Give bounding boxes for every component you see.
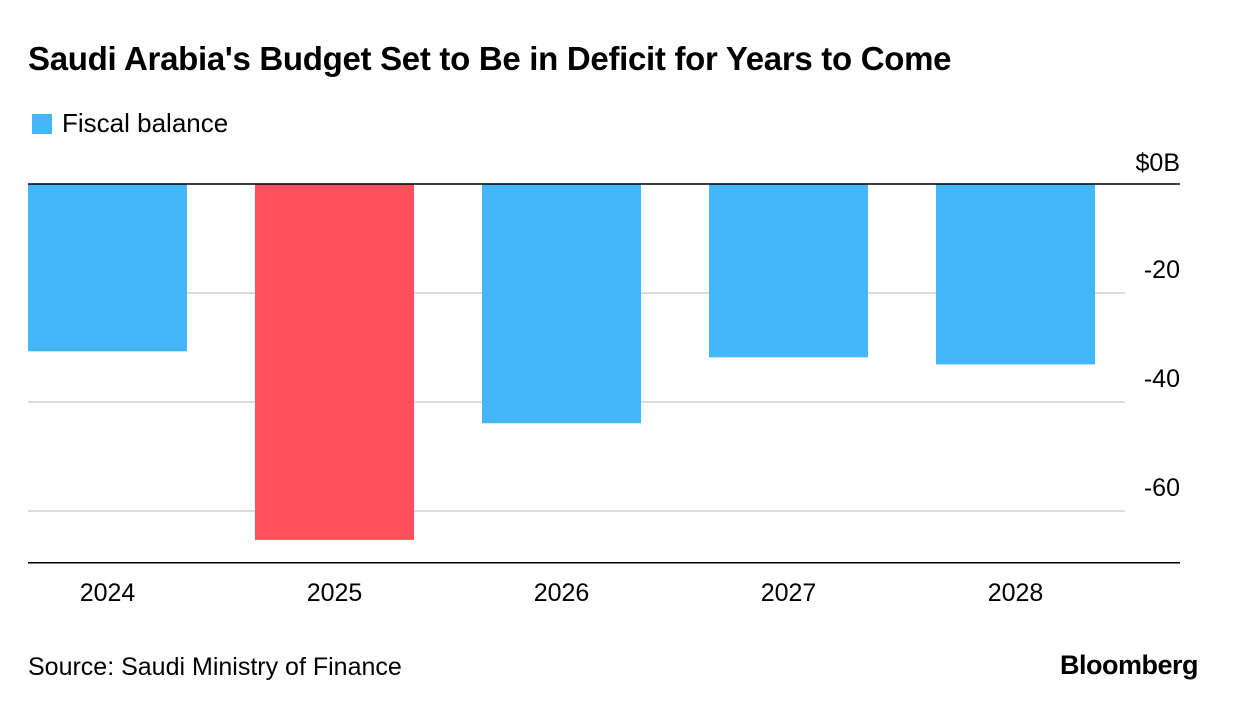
bar-2024 xyxy=(28,184,187,352)
x-tick-label: 2028 xyxy=(988,579,1044,607)
bar-2028 xyxy=(936,184,1095,365)
legend: Fiscal balance xyxy=(32,108,228,139)
legend-label: Fiscal balance xyxy=(62,108,229,138)
y-tick-label: -60 xyxy=(1144,474,1180,502)
y-tick-label: -40 xyxy=(1144,365,1180,393)
x-tick-label: 2025 xyxy=(307,579,363,607)
bar-2026 xyxy=(482,184,641,424)
bar-2027 xyxy=(709,184,868,358)
bar-2025 xyxy=(255,184,414,540)
chart-title: Saudi Arabia's Budget Set to Be in Defic… xyxy=(28,40,952,77)
bloomberg-logo: Bloomberg xyxy=(1059,650,1199,680)
x-tick-label: 2024 xyxy=(80,579,136,607)
x-tick-label: 2027 xyxy=(761,579,817,607)
x-tick-label: 2026 xyxy=(534,579,590,607)
legend-swatch xyxy=(32,113,52,134)
source-note: Source: Saudi Ministry of Finance xyxy=(28,653,402,681)
y-tick-label: -20 xyxy=(1144,256,1180,284)
y-tick-label: $0B xyxy=(1136,149,1180,177)
